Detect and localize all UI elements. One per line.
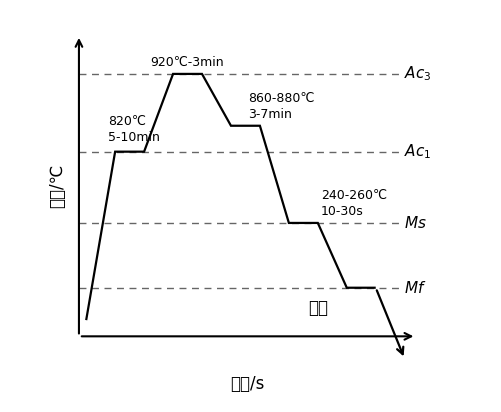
- Text: $Ms$: $Ms$: [404, 215, 427, 231]
- Text: 水淣: 水淣: [308, 299, 328, 317]
- Text: $Mf$: $Mf$: [404, 280, 426, 296]
- Text: 温度/℃: 温度/℃: [48, 164, 66, 208]
- Text: 时间/s: 时间/s: [230, 375, 265, 393]
- Text: $Ac_3$: $Ac_3$: [404, 65, 431, 83]
- Text: 820℃
5-10min: 820℃ 5-10min: [108, 115, 160, 143]
- Text: 240-260℃
10-30s: 240-260℃ 10-30s: [321, 189, 387, 218]
- Text: 920℃-3min: 920℃-3min: [151, 56, 224, 69]
- Text: $Ac_1$: $Ac_1$: [404, 142, 431, 161]
- Text: 860-880℃
3-7min: 860-880℃ 3-7min: [248, 92, 315, 121]
